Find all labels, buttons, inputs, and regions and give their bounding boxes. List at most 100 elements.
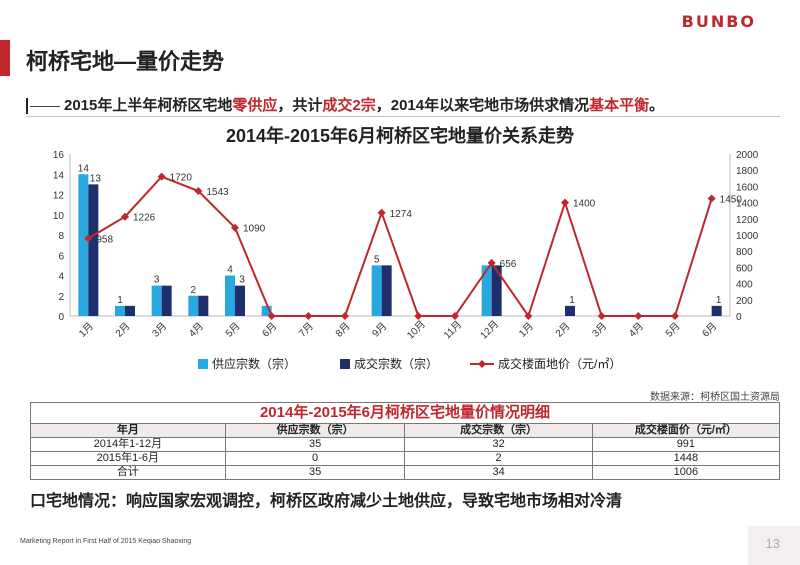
x-tick-label: 12月 [478, 318, 501, 341]
legend-label-supply: 供应宗数（宗） [212, 356, 296, 371]
table-cell: 合计 [30, 465, 226, 480]
price-point [194, 187, 203, 196]
price-point [707, 194, 716, 203]
x-tick-label: 7月 [296, 320, 315, 339]
x-tick-label: 3月 [150, 320, 169, 339]
subtitle-text: 2015年上半年柯桥区宅地零供应，共计成交2宗，2014年以来宅地市场供求情况基… [64, 97, 664, 114]
supply-bar-label: 2 [191, 285, 197, 296]
y-left-tick-label: 6 [58, 251, 64, 262]
supply-bar [481, 265, 492, 316]
x-tick-label: 9月 [370, 320, 389, 339]
subtitle-bar [26, 98, 28, 115]
price-label: 958 [96, 234, 113, 245]
deals-bar [565, 305, 575, 316]
header-divider [26, 116, 780, 117]
x-tick-label: 8月 [333, 320, 352, 339]
price-point [231, 223, 239, 232]
supply-bar-label: 3 [154, 275, 160, 286]
y-left-tick-label: 8 [58, 231, 64, 242]
x-tick-label: 5月 [223, 320, 242, 339]
supply-bar [371, 265, 382, 316]
price-label: 1543 [206, 187, 229, 198]
deals-bar [491, 265, 502, 316]
legend-label-deals: 成交宗数（宗） [354, 356, 438, 371]
y-right-tick-label: 400 [736, 280, 753, 291]
subtitle-segment: 。 [649, 97, 665, 114]
supply-bar-label: 4 [227, 265, 233, 276]
table-cell: 2015年1-6月 [30, 451, 226, 466]
legend-label-price: 成交楼面地价（元/㎡） [498, 356, 621, 371]
x-tick-label: 2月 [553, 320, 572, 339]
price-point [377, 208, 386, 217]
price-point [671, 312, 679, 320]
subtitle-highlight: 基本平衡 [589, 97, 650, 114]
price-point [304, 312, 313, 320]
deals-bar [711, 305, 722, 316]
y-left-tick-label: 2 [58, 292, 64, 303]
subtitle: 2015年上半年柯桥区宅地零供应，共计成交2宗，2014年以来宅地市场供求情况基… [26, 94, 664, 115]
price-point [597, 312, 606, 320]
deals-bar [198, 295, 209, 316]
subtitle-highlight: 成交2宗 [322, 97, 376, 114]
supply-bar-label: 14 [78, 163, 90, 174]
table-cell: 1448 [591, 451, 781, 466]
supply-bar [261, 305, 272, 316]
conclusion-text: 口宅地情况：响应国家宏观调控，柯桥区政府减少土地供应，导致宅地市场相对冷清 [30, 493, 623, 510]
x-tick-label: 5月 [663, 320, 682, 339]
price-line [87, 175, 713, 319]
source-note: 数据来源：柯桥区国土资源局 [650, 392, 780, 403]
y-right-tick-label: 1200 [736, 215, 759, 226]
supply-bar [188, 295, 199, 316]
x-tick-label: 10月 [405, 318, 428, 341]
deals-bar-label: 1 [569, 295, 575, 306]
price-label: 1090 [243, 224, 266, 235]
deals-bar [125, 305, 135, 316]
price-point [84, 234, 93, 243]
page-number-box [748, 526, 800, 565]
deals-bar [381, 265, 392, 316]
supply-bar-label: 1 [117, 295, 123, 306]
footer-text: Marketing Report in First Half of 2015 K… [20, 538, 192, 545]
y-right-tick-label: 0 [736, 312, 742, 323]
y-right-tick-label: 1400 [736, 199, 759, 210]
table-header: 年月 [30, 423, 226, 438]
deals-bar [88, 184, 99, 316]
legend-marker-price [478, 360, 486, 368]
price-point [524, 312, 533, 320]
deals-bar [161, 285, 172, 316]
legend-swatch-supply [198, 359, 208, 369]
subtitle-segment: ，2014年以来宅地市场供求情况 [375, 97, 590, 114]
table-cell: 2014年1-12月 [30, 437, 226, 452]
table-header: 成交宗数（宗） [404, 423, 593, 438]
x-tick-label: 4月 [626, 320, 645, 339]
title-accent-bar [0, 40, 10, 76]
supply-bar [78, 174, 89, 316]
table-title: 2014年-2015年6月柯桥区宅地量价情况明细 [30, 402, 780, 424]
x-tick-label: 1月 [516, 320, 535, 339]
price-point [634, 312, 643, 320]
page-number: 13 [765, 536, 780, 551]
table-cell: 991 [591, 437, 781, 452]
price-label: 1450 [720, 195, 743, 206]
price-point [121, 212, 129, 221]
x-tick-label: 6月 [260, 320, 279, 339]
x-tick-label: 2月 [113, 320, 132, 339]
table-row: 合计 35 34 1006 [30, 465, 781, 480]
price-point [561, 198, 569, 207]
price-label: 656 [500, 259, 517, 270]
table-header-row: 年月 供应宗数（宗） 成交宗数（宗） 成交楼面价（元/㎡） [30, 423, 781, 438]
price-point [487, 258, 496, 267]
price-label: 1226 [133, 213, 156, 224]
supply-bar-label: 5 [374, 254, 380, 265]
table-cell: 32 [404, 437, 593, 452]
y-right-tick-label: 2000 [736, 150, 759, 161]
y-left-tick-label: 0 [58, 312, 64, 323]
price-volume-chart: 0246810121416020040060080010001200140016… [53, 150, 759, 371]
deals-bar [235, 285, 245, 316]
price-point [267, 312, 276, 320]
table-cell: 35 [224, 437, 406, 452]
subtitle-highlight: 零供应 [232, 97, 278, 114]
subtitle-segment: ，共计 [277, 97, 323, 114]
y-left-tick-label: 16 [53, 150, 65, 161]
price-point [341, 312, 349, 320]
